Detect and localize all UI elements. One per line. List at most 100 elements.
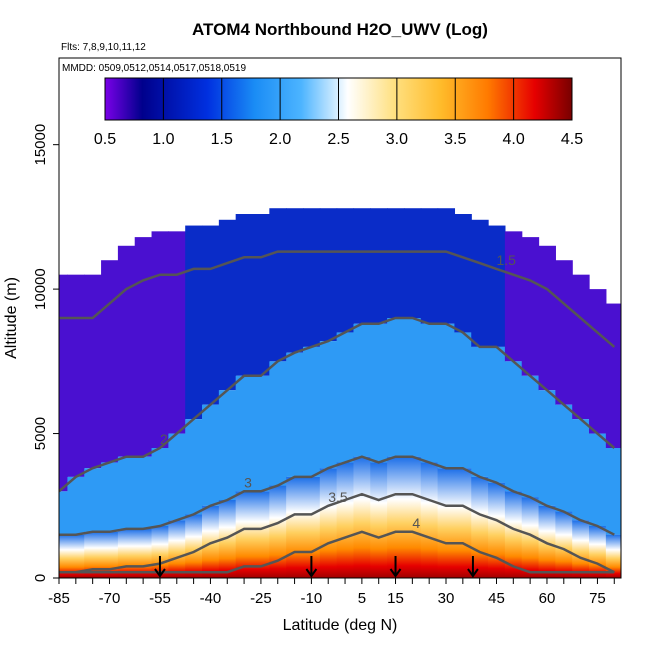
heatmap-cell-mid bbox=[218, 390, 237, 500]
colorbar-tick-label: 1.5 bbox=[211, 131, 233, 148]
contour-line bbox=[59, 250, 616, 348]
heatmap-cell-lower bbox=[555, 511, 573, 578]
heatmap-cell-upper bbox=[185, 225, 203, 420]
heatmap-cell-upper bbox=[269, 208, 287, 362]
heatmap-cell-lower bbox=[437, 468, 456, 578]
heatmap-cell-upper bbox=[134, 237, 153, 457]
heatmap-layer bbox=[59, 208, 621, 578]
x-axis-label: Latitude (deg N) bbox=[283, 617, 398, 634]
heatmap-column bbox=[420, 208, 439, 578]
x-tick-label: 45 bbox=[488, 590, 505, 607]
x-tick-label: 15 bbox=[387, 590, 404, 607]
colorbar: 0.5 1.0 1.5 2.0 2.5 3.0 3.5 4.0 4.5 bbox=[94, 77, 583, 148]
heatmap-cell-mid bbox=[589, 433, 607, 526]
colorbar-tick-label: 4.5 bbox=[561, 131, 583, 148]
arrow-head bbox=[305, 568, 318, 578]
heatmap-cell-mid bbox=[521, 375, 540, 498]
heatmap-cell-upper bbox=[59, 274, 69, 492]
contour-line bbox=[59, 455, 615, 536]
heatmap-cell-lower bbox=[336, 462, 355, 578]
heatmap-column bbox=[370, 208, 388, 578]
heatmap-cell-lower bbox=[589, 526, 607, 578]
heatmap-cell-upper bbox=[572, 274, 590, 420]
arrow-head bbox=[389, 568, 402, 578]
heatmap-cell-upper bbox=[67, 274, 85, 477]
heatmap-cell-lower bbox=[84, 531, 102, 578]
x-tick-label: -85 bbox=[48, 590, 70, 607]
flight-arrow bbox=[305, 556, 318, 578]
arrow-head bbox=[467, 568, 479, 578]
heatmap-cell-upper bbox=[471, 219, 489, 347]
heatmap-cell-upper bbox=[521, 237, 540, 376]
heatmap-cell-lower bbox=[185, 514, 203, 578]
heatmap-cell-mid bbox=[353, 323, 371, 457]
heatmap-cell-upper bbox=[488, 225, 506, 347]
heatmap-cell-mid bbox=[572, 419, 590, 521]
heatmap-cell-upper bbox=[202, 225, 220, 405]
heatmap-cell-mid bbox=[151, 448, 169, 526]
dates-label: MMDD: 0509,0512,0514,0517,0518,0519 bbox=[62, 63, 246, 74]
heatmap-cell-lower bbox=[269, 485, 287, 578]
heatmap-cell-lower bbox=[538, 505, 556, 578]
heatmap-cell-lower bbox=[488, 482, 506, 578]
heatmap-cell-upper bbox=[84, 274, 102, 469]
heatmap-column bbox=[117, 245, 136, 578]
heatmap-column bbox=[538, 245, 556, 578]
x-tick-label: 75 bbox=[589, 590, 606, 607]
heatmap-column bbox=[521, 237, 540, 578]
x-tick-label: -25 bbox=[250, 590, 272, 607]
heatmap-cell-mid bbox=[471, 346, 489, 477]
heatmap-cell-lower bbox=[59, 534, 69, 578]
heatmap-cell-lower bbox=[319, 468, 338, 578]
heatmap-cell-mid bbox=[437, 323, 456, 469]
colorbar-tick-label: 3.0 bbox=[386, 131, 408, 148]
heatmap-column bbox=[235, 214, 254, 578]
x-tick-label: 30 bbox=[438, 590, 455, 607]
heatmap-cell-lower bbox=[286, 476, 304, 578]
contour-label: 3 bbox=[244, 474, 252, 490]
colorbar-tick-label: 1.0 bbox=[152, 131, 174, 148]
heatmap-cell-lower bbox=[454, 468, 472, 578]
heatmap-cell-mid bbox=[403, 318, 422, 457]
heatmap-column bbox=[101, 260, 119, 578]
x-tick-label: 5 bbox=[358, 590, 366, 607]
colorbar-tick-label: 2.0 bbox=[269, 131, 291, 148]
heatmap-column bbox=[218, 219, 237, 578]
chart-title: ATOM4 Northbound H2O_UWV (Log) bbox=[192, 20, 488, 39]
heatmap-cell-mid bbox=[202, 404, 220, 506]
heatmap-column bbox=[252, 214, 270, 578]
heatmap-column bbox=[302, 208, 321, 578]
flight-arrow bbox=[389, 556, 402, 578]
heatmap-column bbox=[454, 214, 472, 578]
heatmap-column bbox=[59, 274, 69, 578]
y-tick-label: 0 bbox=[32, 574, 49, 582]
heatmap-cell-lower bbox=[218, 500, 237, 578]
heatmap-cell-mid bbox=[555, 404, 573, 512]
heatmap-cell-upper bbox=[101, 260, 119, 463]
heatmap-column bbox=[572, 274, 590, 578]
y-tick-label: 15000 bbox=[32, 124, 49, 166]
heatmap-column bbox=[319, 208, 338, 578]
contour-line bbox=[59, 530, 615, 574]
flight-arrow bbox=[467, 556, 479, 578]
heatmap-cell-upper bbox=[454, 214, 472, 333]
heatmap-cell-mid bbox=[235, 375, 254, 492]
heatmap-column bbox=[555, 260, 573, 578]
heatmap-cell-upper bbox=[252, 214, 270, 376]
heatmap-cell-mid bbox=[101, 462, 119, 532]
heatmap-cell-upper bbox=[538, 245, 556, 391]
heatmap-cell-lower bbox=[168, 520, 186, 578]
heatmap-cell-upper bbox=[302, 208, 321, 347]
heatmap-cell-upper bbox=[403, 208, 422, 318]
heatmap-column bbox=[168, 231, 186, 578]
flight-arrow bbox=[154, 556, 166, 578]
heatmap-column bbox=[269, 208, 287, 578]
heatmap-column bbox=[353, 208, 371, 578]
x-tick-label: -70 bbox=[99, 590, 121, 607]
heatmap-cell-lower bbox=[420, 462, 439, 578]
heatmap-cell-lower bbox=[605, 534, 621, 578]
heatmap-cell-mid bbox=[370, 323, 388, 463]
heatmap-column bbox=[403, 208, 422, 578]
